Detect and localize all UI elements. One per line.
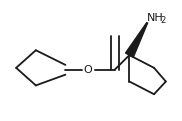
Text: O: O (84, 65, 92, 75)
Polygon shape (126, 23, 148, 57)
Text: 2: 2 (160, 16, 165, 25)
Text: NH: NH (147, 13, 164, 23)
